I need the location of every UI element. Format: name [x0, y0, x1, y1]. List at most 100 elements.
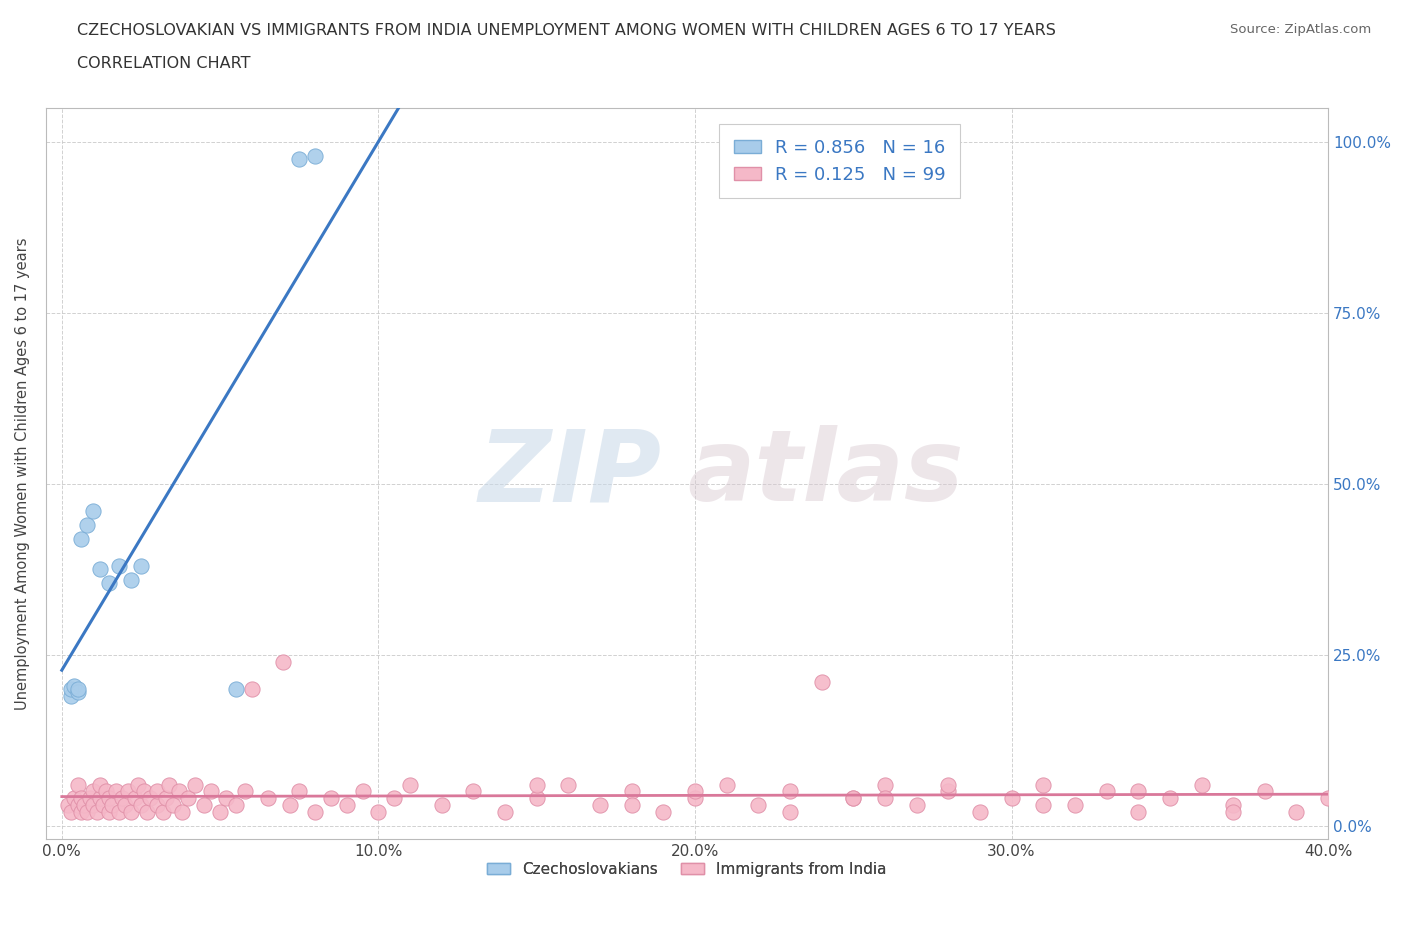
Point	[146, 784, 169, 799]
Point	[209, 804, 232, 819]
Point	[193, 798, 215, 813]
Point	[76, 804, 98, 819]
Point	[620, 784, 643, 799]
Point	[91, 798, 114, 813]
Point	[124, 790, 146, 805]
Point	[936, 784, 959, 799]
Point	[304, 804, 326, 819]
Point	[60, 804, 83, 819]
Point	[273, 654, 295, 669]
Point	[60, 688, 83, 703]
Point	[526, 790, 548, 805]
Point	[304, 149, 326, 164]
Point	[1063, 798, 1085, 813]
Point	[319, 790, 342, 805]
Point	[620, 798, 643, 813]
Text: Source: ZipAtlas.com: Source: ZipAtlas.com	[1230, 23, 1371, 36]
Point	[278, 798, 301, 813]
Point	[1159, 790, 1181, 805]
Point	[747, 798, 769, 813]
Point	[66, 798, 89, 813]
Point	[873, 790, 896, 805]
Point	[779, 784, 801, 799]
Point	[336, 798, 359, 813]
Point	[177, 790, 200, 805]
Point	[89, 777, 111, 792]
Point	[111, 790, 134, 805]
Point	[1095, 784, 1118, 799]
Y-axis label: Unemployment Among Women with Children Ages 6 to 17 years: Unemployment Among Women with Children A…	[15, 237, 30, 710]
Point	[107, 804, 129, 819]
Point	[1128, 784, 1150, 799]
Point	[1032, 798, 1054, 813]
Point	[225, 682, 247, 697]
Point	[235, 784, 257, 799]
Point	[66, 685, 89, 700]
Point	[129, 798, 152, 813]
Point	[430, 798, 453, 813]
Point	[82, 798, 104, 813]
Point	[63, 790, 86, 805]
Point	[200, 784, 222, 799]
Point	[167, 784, 190, 799]
Point	[716, 777, 738, 792]
Point	[1000, 790, 1022, 805]
Point	[494, 804, 516, 819]
Point	[1285, 804, 1308, 819]
Point	[56, 798, 79, 813]
Point	[1317, 790, 1340, 805]
Point	[352, 784, 374, 799]
Point	[842, 790, 865, 805]
Text: atlas: atlas	[688, 425, 963, 522]
Point	[66, 777, 89, 792]
Point	[120, 572, 142, 587]
Point	[172, 804, 194, 819]
Point	[589, 798, 612, 813]
Point	[652, 804, 675, 819]
Point	[107, 559, 129, 574]
Point	[69, 790, 91, 805]
Point	[969, 804, 991, 819]
Text: ZIP: ZIP	[478, 425, 661, 522]
Point	[136, 804, 159, 819]
Text: CZECHOSLOVAKIAN VS IMMIGRANTS FROM INDIA UNEMPLOYMENT AMONG WOMEN WITH CHILDREN : CZECHOSLOVAKIAN VS IMMIGRANTS FROM INDIA…	[77, 23, 1056, 38]
Point	[463, 784, 485, 799]
Point	[79, 790, 101, 805]
Point	[104, 784, 127, 799]
Point	[1222, 804, 1244, 819]
Point	[98, 576, 121, 591]
Point	[905, 798, 928, 813]
Point	[288, 784, 311, 799]
Point	[60, 682, 83, 697]
Point	[146, 798, 169, 813]
Point	[76, 517, 98, 532]
Point	[89, 790, 111, 805]
Point	[256, 790, 278, 805]
Point	[89, 562, 111, 577]
Point	[69, 531, 91, 546]
Point	[873, 777, 896, 792]
Legend: Czechoslovakians, Immigrants from India: Czechoslovakians, Immigrants from India	[481, 856, 893, 883]
Point	[152, 804, 174, 819]
Point	[240, 682, 263, 697]
Point	[155, 790, 177, 805]
Point	[1191, 777, 1213, 792]
Point	[98, 804, 121, 819]
Point	[683, 784, 706, 799]
Point	[936, 777, 959, 792]
Point	[557, 777, 579, 792]
Point	[132, 784, 155, 799]
Point	[139, 790, 162, 805]
Point	[399, 777, 422, 792]
Point	[1128, 804, 1150, 819]
Point	[1254, 784, 1277, 799]
Point	[127, 777, 149, 792]
Point	[114, 798, 136, 813]
Point	[117, 784, 139, 799]
Point	[120, 804, 142, 819]
Point	[1032, 777, 1054, 792]
Point	[184, 777, 207, 792]
Point	[367, 804, 389, 819]
Point	[66, 682, 89, 697]
Point	[225, 798, 247, 813]
